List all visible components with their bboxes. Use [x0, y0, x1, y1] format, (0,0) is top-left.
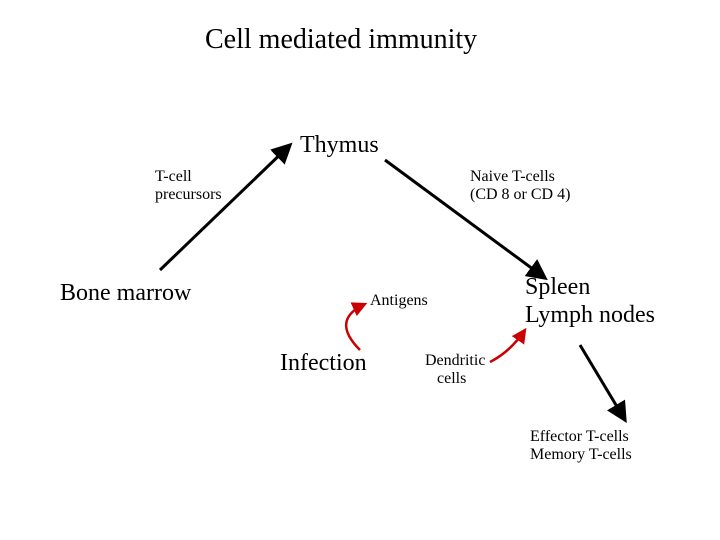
node-thymus: Thymus — [300, 132, 379, 160]
arrow-spleen-to-effector — [580, 345, 625, 420]
curve-dendritic-to-spleen — [490, 330, 525, 362]
node-tcell-prec: T-cell precursors — [155, 168, 222, 205]
page-title: Cell mediated immunity — [205, 24, 477, 56]
node-antigens: Antigens — [370, 292, 428, 310]
curve-infection-to-antigens — [346, 304, 365, 350]
node-dendritic: Dendritic cells — [425, 352, 485, 389]
node-bone-marrow: Bone marrow — [60, 280, 191, 308]
node-spleen: Spleen Lymph nodes — [525, 274, 655, 329]
node-infection: Infection — [280, 350, 367, 378]
node-effector: Effector T-cells Memory T-cells — [530, 428, 632, 465]
node-naive: Naive T-cells (CD 8 or CD 4) — [470, 168, 570, 205]
arrow-bm-to-thymus — [160, 145, 290, 270]
